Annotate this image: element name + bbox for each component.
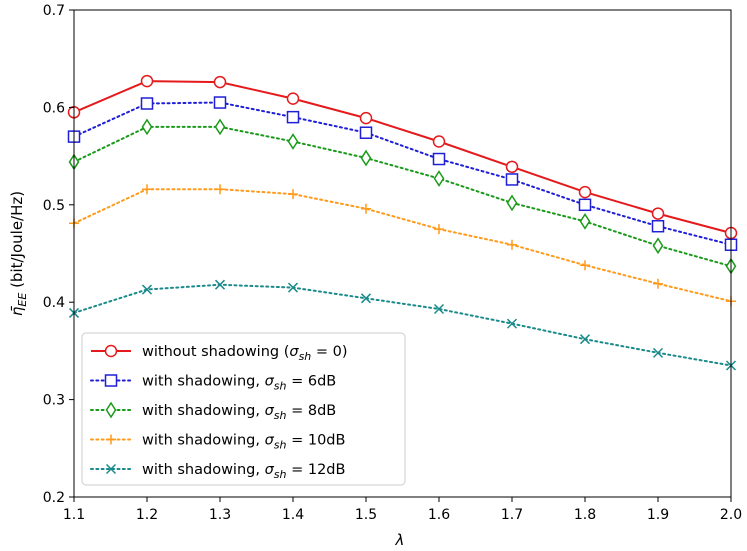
x-tick-label: 1.7: [501, 507, 523, 523]
data-point: [287, 133, 299, 150]
series-2: [67, 96, 738, 251]
y-axis-ticks: 0.2 0.3 0.4 0.5 0.6 0.7: [43, 3, 74, 506]
x-tick-label: 1.1: [63, 507, 85, 523]
data-point: [214, 279, 226, 290]
legend-box: [81, 332, 406, 486]
legend-marker: [105, 463, 117, 475]
x-axis-label: λ: [395, 531, 405, 549]
data-point: [651, 207, 665, 220]
series-line: [73, 80, 732, 234]
series-line: [73, 101, 732, 246]
data-point: [360, 293, 372, 304]
legend-entry: with shadowing, σsh = 8dB: [90, 401, 336, 422]
series-3: [68, 118, 737, 275]
data-point: [286, 92, 300, 105]
y-tick-label: 0.7: [43, 3, 65, 19]
x-tick-label: 1.4: [282, 507, 304, 523]
data-point: [653, 278, 663, 289]
data-point: [580, 260, 590, 271]
data-point: [214, 118, 226, 136]
data-point: [140, 97, 154, 110]
data-point: [579, 334, 591, 345]
data-point: [213, 75, 227, 89]
y-tick-label: 0.6: [43, 100, 65, 116]
series-line: [73, 125, 732, 268]
data-point: [359, 126, 373, 139]
data-point: [141, 118, 153, 136]
x-tick-label: 1.2: [136, 507, 158, 523]
x-tick-label: 2.0: [720, 507, 742, 523]
data-point: [287, 282, 299, 293]
y-tick-label: 0.2: [43, 490, 65, 506]
y-tick-label: 0.4: [43, 295, 65, 311]
series-line: [73, 188, 732, 303]
data-point: [360, 149, 372, 167]
data-point: [578, 185, 592, 199]
data-point: [140, 74, 154, 88]
legend-label: with shadowing, σsh = 12dB: [142, 462, 345, 481]
legend-marker: [104, 374, 118, 387]
series-4: [69, 184, 736, 307]
data-point: [505, 173, 519, 186]
data-point: [142, 184, 152, 195]
plot-frame: [73, 9, 732, 498]
data-point: [579, 212, 591, 230]
legend-entry: with shadowing, σsh = 10dB: [90, 433, 345, 452]
data-point: [361, 203, 371, 214]
data-point: [215, 184, 225, 195]
data-point: [434, 224, 444, 235]
data-point: [433, 303, 445, 315]
legend-label: with shadowing, σsh = 10dB: [142, 433, 345, 452]
y-tick-label: 0.3: [43, 393, 65, 409]
data-point: [506, 194, 518, 212]
series-layer: [67, 74, 738, 371]
legend-marker: [105, 401, 117, 419]
legend-entry: without shadowing (σsh = 0): [91, 344, 348, 363]
data-point: [506, 318, 518, 329]
y-axis-label: η̄EE (bit/Joule/Hz): [8, 191, 29, 316]
data-point: [652, 237, 664, 255]
x-axis-ticks: 1.1 1.2 1.3 1.4 1.5 1.6 1.7 1.8 1.9 2.0: [63, 497, 742, 523]
legend-label: with shadowing, σsh = 8dB: [142, 403, 336, 422]
data-point: [432, 152, 446, 166]
data-point: [286, 110, 300, 124]
data-point: [651, 219, 665, 233]
x-tick-label: 1.9: [647, 507, 669, 523]
data-point: [359, 111, 373, 125]
legend-marker: [106, 434, 116, 445]
legend-entry: with shadowing, σsh = 12dB: [90, 462, 345, 481]
series-line: [73, 283, 732, 367]
x-tick-label: 1.5: [355, 507, 377, 523]
data-point: [578, 198, 592, 212]
data-point: [505, 160, 519, 174]
x-tick-label: 1.8: [574, 507, 596, 523]
data-point: [507, 239, 517, 250]
x-tick-label: 1.6: [428, 507, 450, 523]
legend: without shadowing (σsh = 0) with shadowin…: [81, 332, 406, 486]
data-point: [213, 96, 227, 109]
data-point: [652, 347, 664, 358]
data-point: [141, 284, 153, 295]
legend-label: without shadowing (σsh = 0): [142, 344, 348, 363]
data-point: [433, 170, 445, 187]
series-1: [67, 74, 738, 240]
y-tick-label: 0.5: [43, 198, 65, 214]
data-point: [288, 189, 298, 200]
legend-marker: [104, 344, 118, 358]
data-point: [432, 135, 446, 148]
x-tick-label: 1.3: [209, 507, 231, 523]
legend-label: with shadowing, σsh = 6dB: [142, 374, 336, 393]
legend-entry: with shadowing, σsh = 6dB: [90, 374, 336, 393]
y-axis-label-text: η̄EE (bit/Joule/Hz): [8, 191, 29, 316]
